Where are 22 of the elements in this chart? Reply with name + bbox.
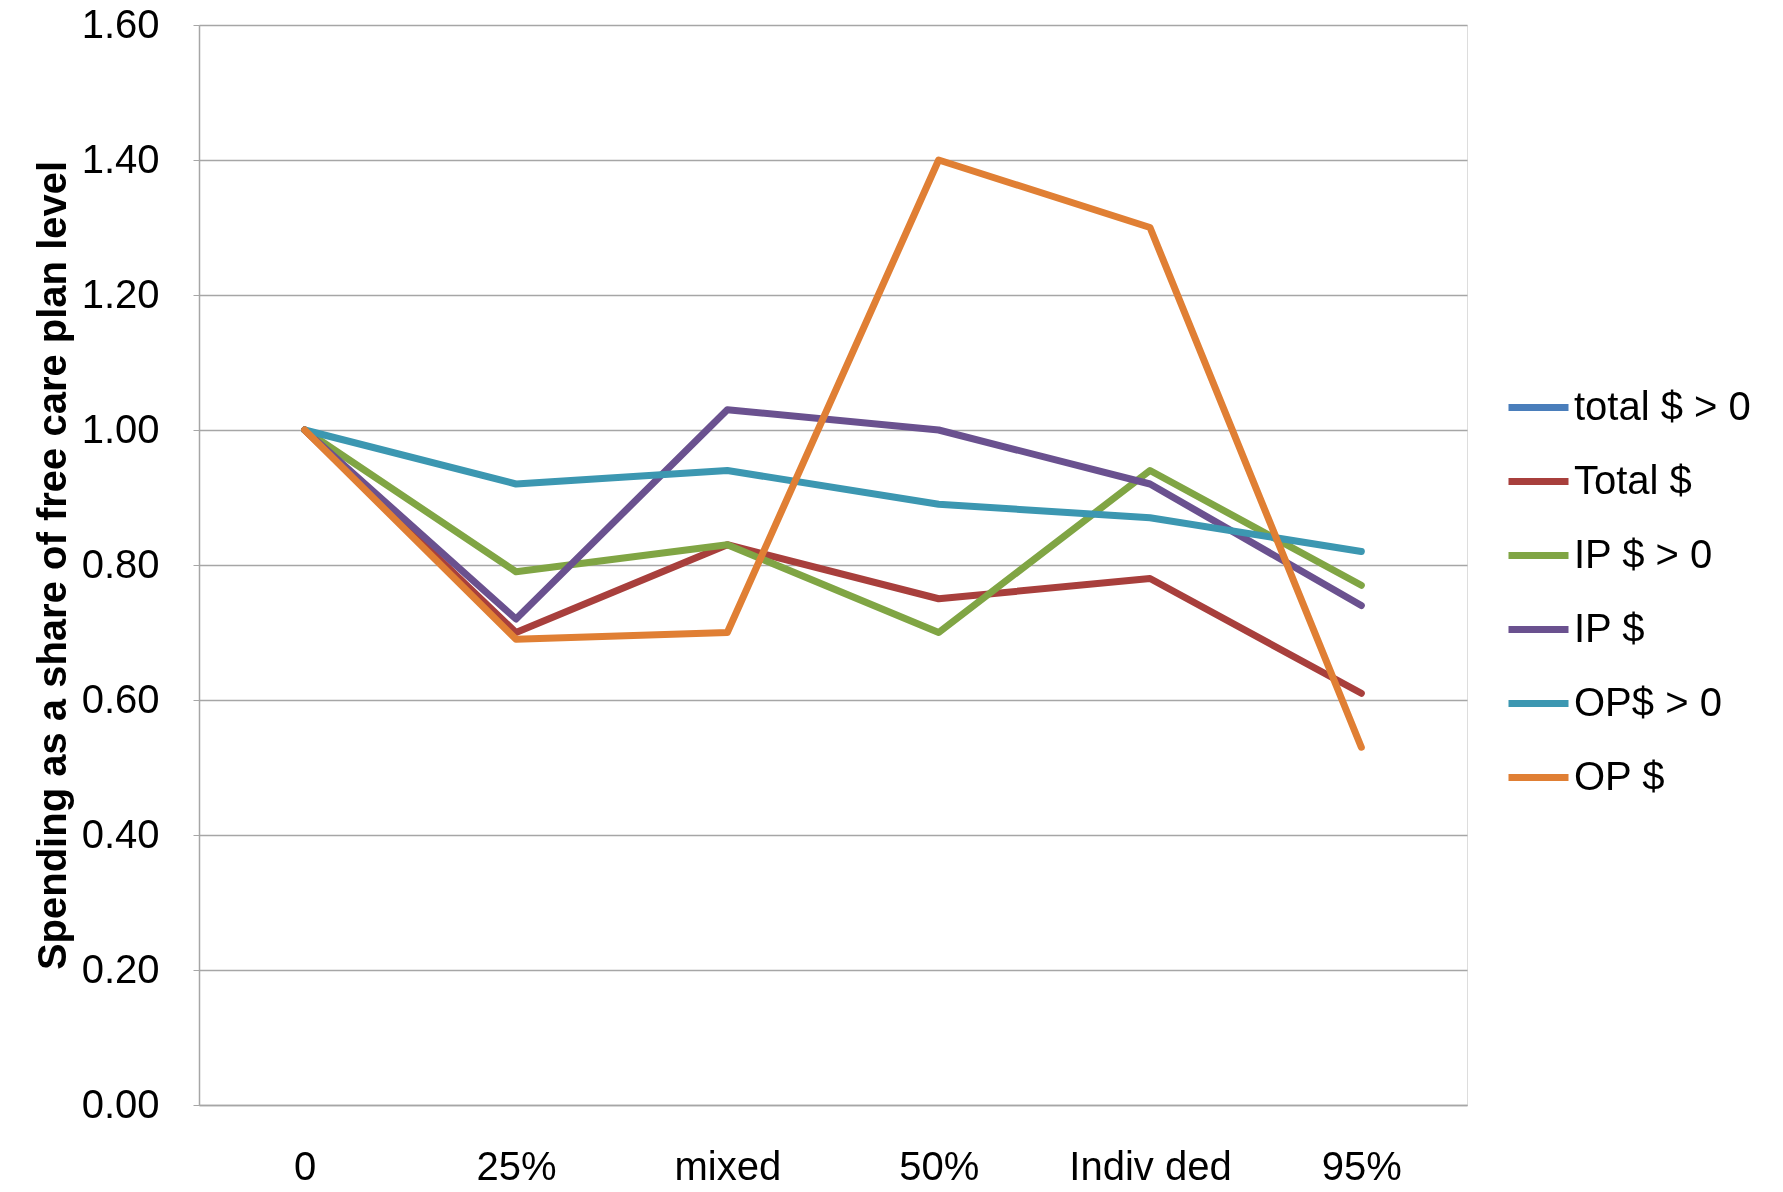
legend-label: OP$ > 0 [1574, 679, 1722, 724]
y-axis-title: Spending as a share of free care plan level [29, 160, 74, 971]
legend-label: Total $ [1574, 457, 1692, 502]
legend-label: OP $ [1574, 753, 1665, 798]
x-tick-label: 50% [899, 1143, 980, 1188]
legend-label: total $ > 0 [1574, 383, 1751, 428]
legend-label: IP $ [1574, 605, 1645, 650]
x-tick-label: mixed [674, 1143, 782, 1188]
y-tick-label: 1.00 [81, 406, 160, 451]
x-tick-label: 95% [1321, 1143, 1402, 1188]
y-tick-label: 0.40 [81, 811, 160, 856]
x-tick-label: Indiv ded [1069, 1143, 1232, 1188]
y-tick-label: 0.00 [81, 1081, 160, 1126]
x-tick-label: 25% [476, 1143, 557, 1188]
x-tick-label: 0 [294, 1143, 317, 1188]
y-tick-label: 1.20 [81, 271, 160, 316]
y-tick-label: 0.20 [81, 946, 160, 991]
y-tick-label: 1.60 [81, 1, 160, 46]
legend-label: IP $ > 0 [1574, 531, 1713, 576]
y-tick-label: 1.40 [81, 136, 160, 181]
y-tick-label: 0.80 [81, 541, 160, 586]
y-tick-label: 0.60 [81, 676, 160, 721]
